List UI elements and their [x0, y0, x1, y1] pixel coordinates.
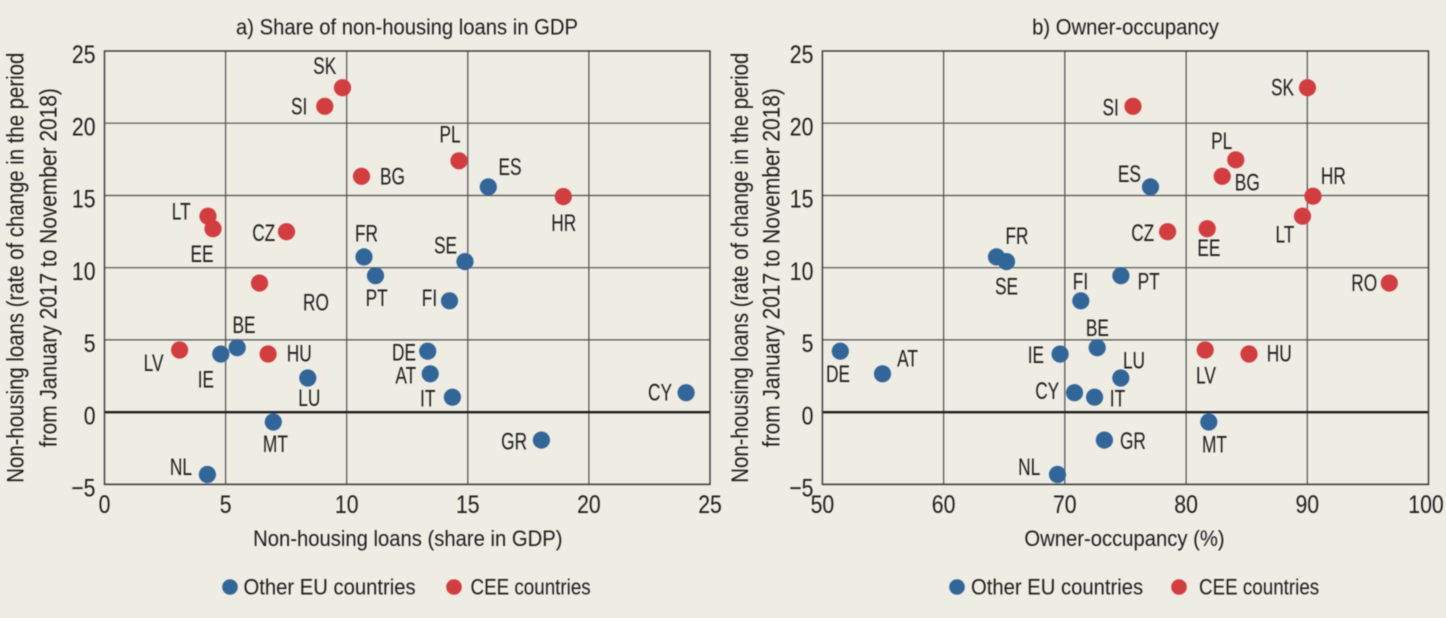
svg-text:−5: −5	[71, 475, 95, 503]
svg-text:LV: LV	[144, 350, 164, 377]
svg-text:100: 100	[1408, 491, 1444, 519]
svg-text:90: 90	[1296, 491, 1320, 519]
svg-text:DE: DE	[392, 340, 416, 367]
svg-text:0: 0	[99, 491, 111, 519]
svg-text:HU: HU	[1267, 341, 1292, 368]
svg-text:10: 10	[790, 258, 814, 286]
svg-text:b) Owner-occupancy: b) Owner-occupancy	[1032, 15, 1219, 40]
svg-text:CEE countries: CEE countries	[1199, 575, 1319, 600]
svg-text:RO: RO	[303, 289, 329, 316]
svg-text:15: 15	[456, 491, 480, 519]
svg-text:PL: PL	[1211, 128, 1232, 155]
svg-text:25: 25	[72, 41, 96, 69]
svg-text:LU: LU	[1123, 347, 1145, 374]
svg-text:EE: EE	[190, 241, 213, 268]
svg-text:AT: AT	[897, 346, 918, 373]
svg-text:Non-housing loans (rate of cha: Non-housing loans (rate of change in the…	[3, 53, 30, 483]
svg-text:CZ: CZ	[1131, 220, 1154, 247]
svg-text:80: 80	[1174, 491, 1198, 519]
svg-text:GR: GR	[501, 429, 527, 456]
svg-text:MT: MT	[263, 431, 288, 458]
svg-text:Non-housing loans (rate of cha: Non-housing loans (rate of change in the…	[727, 53, 754, 483]
svg-text:5: 5	[802, 330, 814, 358]
svg-text:15: 15	[790, 186, 814, 214]
svg-text:25: 25	[790, 41, 814, 69]
svg-text:BE: BE	[232, 312, 255, 339]
svg-text:70: 70	[1053, 491, 1077, 519]
svg-text:25: 25	[698, 491, 722, 519]
svg-text:NL: NL	[1018, 454, 1040, 481]
svg-text:GR: GR	[1120, 428, 1146, 455]
svg-text:SK: SK	[1271, 74, 1294, 101]
svg-text:from January 2017 to November: from January 2017 to November 2018)	[759, 88, 786, 447]
svg-text:5: 5	[220, 491, 232, 519]
svg-text:5: 5	[84, 330, 96, 358]
svg-text:PT: PT	[366, 285, 388, 312]
svg-text:BE: BE	[1086, 315, 1109, 342]
svg-text:PL: PL	[439, 121, 460, 148]
svg-text:50: 50	[811, 491, 835, 519]
svg-text:FI: FI	[422, 285, 437, 312]
svg-text:10: 10	[72, 258, 96, 286]
svg-text:AT: AT	[395, 363, 416, 390]
svg-text:IE: IE	[1028, 342, 1044, 369]
svg-text:LU: LU	[298, 385, 320, 412]
svg-text:LT: LT	[172, 198, 191, 225]
svg-text:SI: SI	[1102, 94, 1118, 121]
svg-text:0: 0	[84, 402, 96, 430]
svg-text:ES: ES	[498, 154, 521, 181]
svg-text:HU: HU	[287, 341, 312, 368]
svg-text:FR: FR	[1006, 223, 1029, 250]
svg-text:Non-housing loans (share in GD: Non-housing loans (share in GDP)	[253, 526, 562, 551]
svg-text:Other EU countries: Other EU countries	[244, 575, 416, 600]
svg-text:SK: SK	[313, 53, 336, 80]
svg-text:SI: SI	[291, 94, 307, 121]
svg-text:CEE countries: CEE countries	[471, 575, 591, 600]
svg-text:CZ: CZ	[252, 220, 275, 247]
svg-text:FI: FI	[1073, 268, 1088, 295]
svg-text:BG: BG	[380, 163, 405, 190]
svg-text:CY: CY	[648, 380, 672, 407]
svg-text:ES: ES	[1118, 161, 1141, 188]
svg-text:60: 60	[932, 491, 956, 519]
svg-text:NL: NL	[170, 454, 192, 481]
svg-text:IT: IT	[1110, 385, 1126, 412]
svg-text:20: 20	[577, 491, 601, 519]
svg-text:15: 15	[72, 186, 96, 214]
svg-text:LV: LV	[1196, 363, 1216, 390]
svg-text:0: 0	[802, 402, 814, 430]
svg-text:from January 2017 to November: from January 2017 to November 2018)	[36, 88, 63, 447]
svg-text:−5: −5	[789, 475, 813, 503]
svg-text:RO: RO	[1351, 270, 1377, 297]
svg-text:10: 10	[335, 491, 359, 519]
svg-text:PT: PT	[1138, 268, 1160, 295]
svg-text:LT: LT	[1275, 221, 1294, 248]
svg-text:IE: IE	[198, 366, 214, 393]
svg-text:EE: EE	[1197, 235, 1220, 262]
svg-text:HR: HR	[551, 210, 576, 237]
svg-text:SE: SE	[995, 273, 1018, 300]
svg-text:20: 20	[72, 113, 96, 141]
svg-text:CY: CY	[1035, 378, 1059, 405]
svg-text:Other EU countries: Other EU countries	[971, 575, 1143, 600]
svg-text:Owner-occupancy (%): Owner-occupancy (%)	[1024, 526, 1224, 551]
svg-text:20: 20	[790, 113, 814, 141]
svg-text:BG: BG	[1235, 170, 1260, 197]
svg-text:MT: MT	[1202, 432, 1227, 459]
svg-text:HR: HR	[1321, 163, 1346, 190]
svg-text:a) Share of non-housing loans: a) Share of non-housing loans in GDP	[236, 15, 578, 40]
svg-text:FR: FR	[355, 220, 378, 247]
svg-text:SE: SE	[434, 232, 457, 259]
svg-text:DE: DE	[826, 361, 850, 388]
svg-text:IT: IT	[420, 385, 436, 412]
